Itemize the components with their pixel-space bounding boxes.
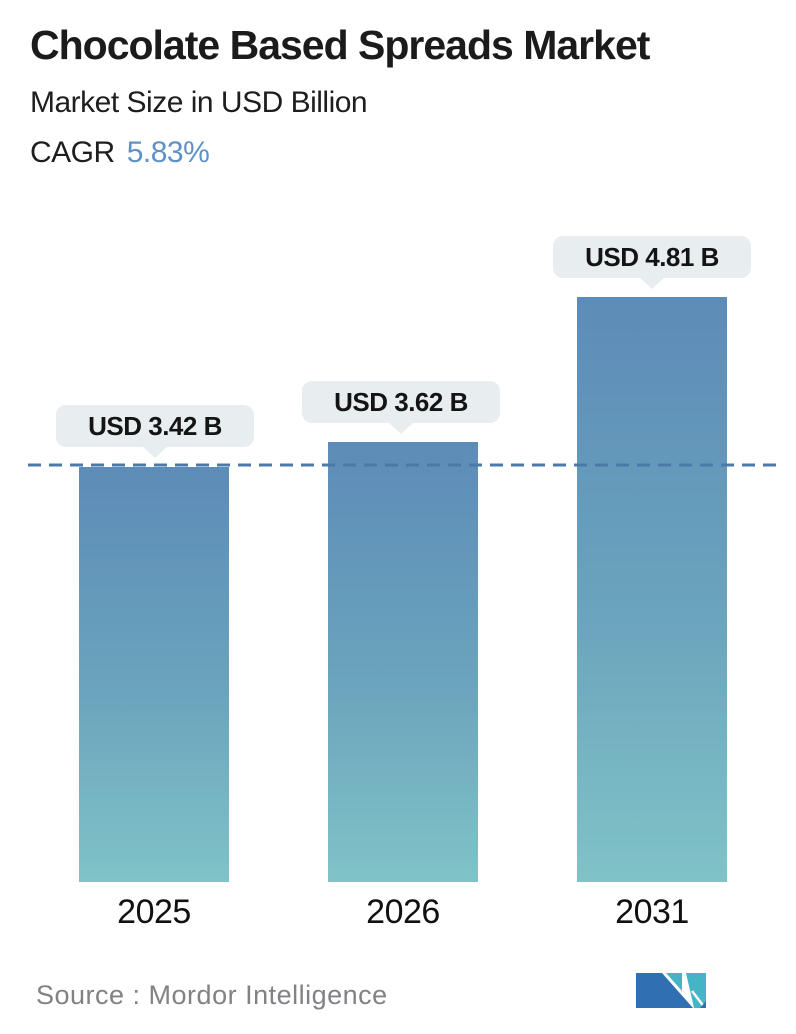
x-tick-2025: 2025 <box>117 893 191 931</box>
bar-2031 <box>577 297 727 882</box>
chart-subtitle: Market Size in USD Billion <box>30 86 368 119</box>
bar-2025 <box>79 467 229 882</box>
tooltip-pointer-icon <box>639 277 665 289</box>
tooltip-pointer-icon <box>142 446 168 458</box>
x-tick-2026: 2026 <box>366 893 440 931</box>
reference-dashed-line <box>28 463 783 467</box>
value-label-2025: USD 3.42 B <box>88 411 222 441</box>
cagr-line: CAGR 5.83% <box>30 136 210 170</box>
cagr-label: CAGR <box>30 136 115 169</box>
value-tooltip-2025: USD 3.42 B <box>56 405 254 458</box>
value-label-2026: USD 3.62 B <box>334 387 468 417</box>
cagr-value: 5.83% <box>126 136 210 169</box>
source-text: Source : Mordor Intelligence <box>36 980 388 1010</box>
page-title: Chocolate Based Spreads Market <box>30 22 650 68</box>
value-tooltip-2031: USD 4.81 B <box>553 236 751 289</box>
mordor-intelligence-logo <box>636 973 706 1009</box>
value-label-2031: USD 4.81 B <box>585 242 719 272</box>
bar-2026 <box>328 442 478 882</box>
x-tick-2031: 2031 <box>615 893 689 931</box>
tooltip-pointer-icon <box>388 422 414 434</box>
value-tooltip-2026: USD 3.62 B <box>302 381 500 434</box>
